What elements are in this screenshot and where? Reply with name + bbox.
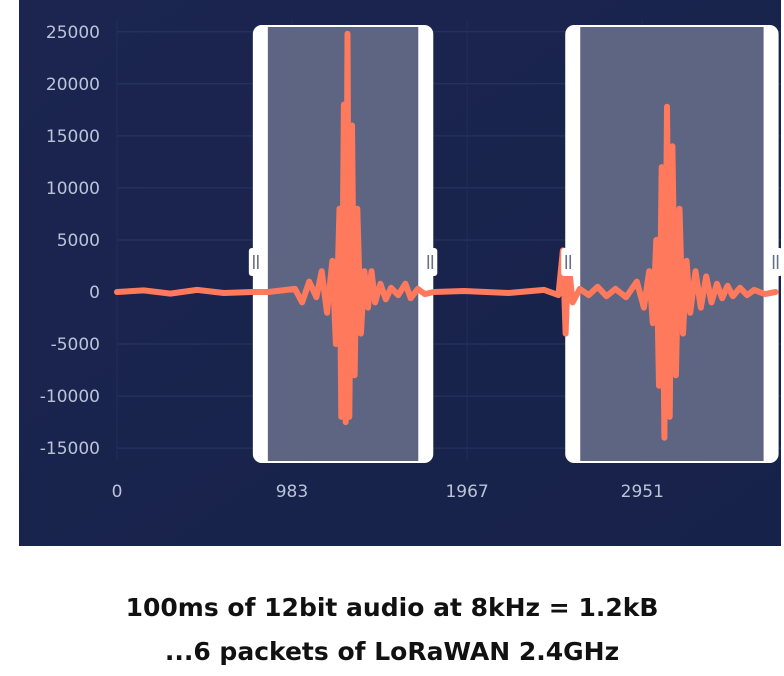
y-tick-label: 10000	[46, 179, 100, 199]
handle-body	[768, 248, 781, 276]
caption-line-1: 100ms of 12bit audio at 8kHz = 1.2kB	[125, 593, 659, 622]
x-tick-label: 983	[276, 482, 308, 502]
y-tick-label: 5000	[57, 231, 100, 251]
y-axis: 25000 20000 15000 10000 5000 0 -5000 -10000 -150…	[40, 23, 100, 459]
y-tick-label: 25000	[46, 23, 100, 43]
x-tick-label: 2951	[621, 482, 664, 502]
caption-line-2: ...6 packets of LoRaWAN 2.4GHz	[164, 637, 620, 666]
handle-body	[561, 248, 576, 276]
y-tick-label: -5000	[51, 335, 100, 355]
handle-body	[248, 248, 263, 276]
x-axis: 0 983 1967 2951	[112, 482, 664, 502]
chart-panel: 25000 20000 15000 10000 5000 0 -5000 -10000 -150…	[19, 0, 781, 546]
window-drag-handle[interactable]	[561, 248, 576, 276]
waveform-series	[114, 30, 779, 441]
x-tick-label: 1967	[445, 482, 488, 502]
window-handles[interactable]	[248, 248, 781, 276]
x-tick-label: 0	[112, 482, 123, 502]
window-drag-handle[interactable]	[248, 248, 263, 276]
y-tick-label: -15000	[40, 439, 100, 459]
window-drag-handle[interactable]	[768, 248, 781, 276]
y-tick-label: -10000	[40, 387, 100, 407]
handle-body	[423, 248, 438, 276]
y-tick-label: 15000	[46, 127, 100, 147]
waveform-chart: 25000 20000 15000 10000 5000 0 -5000 -10000 -150…	[19, 0, 781, 546]
window-drag-handle[interactable]	[423, 248, 438, 276]
y-tick-label: 20000	[46, 75, 100, 95]
y-tick-label: 0	[89, 283, 100, 303]
series-layer	[114, 30, 779, 441]
